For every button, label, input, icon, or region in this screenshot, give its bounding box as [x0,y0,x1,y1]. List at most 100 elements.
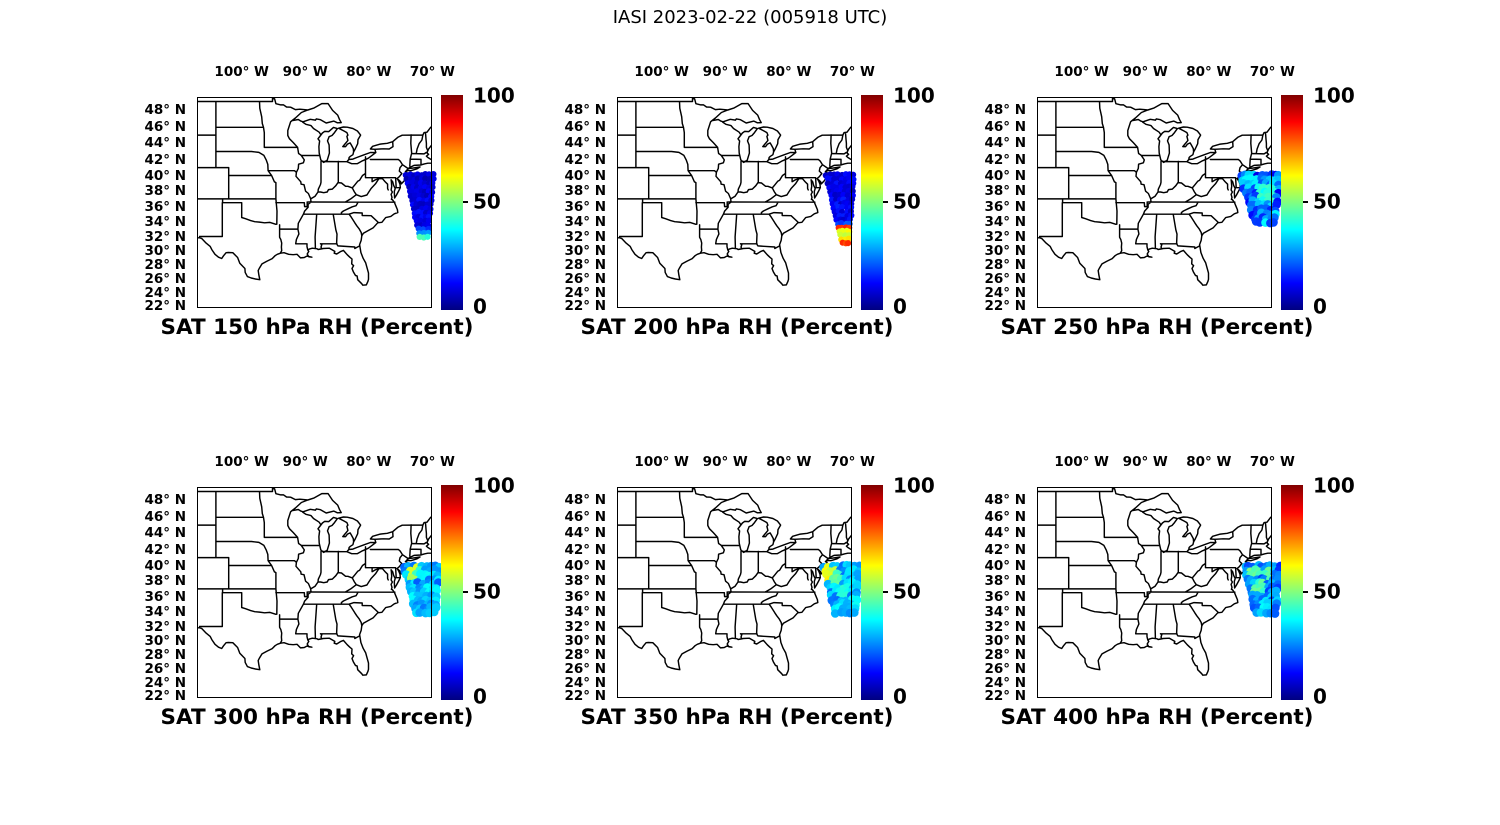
lat-tick-label: 48° N [144,102,186,118]
lat-tick-label: 28° N [984,257,1026,274]
lon-tick-label: 80° W [346,454,392,470]
colorbar-label-50: 50 [893,189,921,214]
lat-tick-label: 22° N [984,688,1026,705]
map-panel-150hpa: 100° W 90° W 80° W 70° W 48° N 46° N 44° N 42°… [144,64,514,340]
lat-tick-label: 30° N [984,243,1026,260]
lat-tick-label: 24° N [144,675,186,692]
lat-tick-label: 26° N [144,661,186,678]
colorbar-tick-50 [1303,591,1308,593]
colorbar-label-0: 0 [473,294,487,319]
lon-tick-label: 70° W [409,64,455,80]
lat-tick-label: 42° N [984,151,1026,168]
lat-tick-label: 30° N [984,633,1026,650]
us-map [617,487,864,698]
lat-tick-label: 24° N [564,285,606,302]
lat-tick-label: 26° N [984,271,1026,288]
panel-title: SAT 400 hPa RH (Percent) [1000,705,1314,730]
lon-tick-label: 80° W [1186,454,1232,470]
lat-tick-label: 34° N [984,603,1026,620]
lat-tick-label: 36° N [984,588,1026,605]
panel-title: SAT 150 hPa RH (Percent) [160,315,474,340]
swath-dots [819,560,864,618]
lon-tick-label: 90° W [702,454,748,470]
lat-tick-label: 32° N [564,618,606,635]
lat-tick-label: 24° N [564,675,606,692]
lat-tick-label: 22° N [564,298,606,315]
lat-tick-label: 28° N [984,647,1026,664]
colorbar [441,95,463,310]
colorbar-label-100: 100 [893,473,935,498]
colorbar-label-100: 100 [893,83,935,108]
lat-tick-label: 22° N [144,688,186,705]
colorbar [441,485,463,700]
lon-tick-label: 100° W [214,64,269,80]
lat-tick-label: 48° N [984,492,1026,508]
lat-tick-label: 42° N [564,541,606,558]
colorbar [1281,485,1303,700]
panel-title: SAT 300 hPa RH (Percent) [160,705,474,730]
lon-tick-label: 80° W [766,454,812,470]
lat-tick-label: 26° N [564,661,606,678]
lat-tick-label: 38° N [144,183,186,200]
map-panel-400hpa: 100° W 90° W 80° W 70° W 48° N 46° N 44° N 42°… [984,454,1354,730]
lat-tick-label: 36° N [564,588,606,605]
colorbar-tick-50 [1303,201,1308,203]
colorbar-tick-50 [463,201,468,203]
lon-tick-label: 70° W [829,64,875,80]
colorbar-label-0: 0 [893,684,907,709]
lon-tick-label: 80° W [346,64,392,80]
colorbar-tick-50 [883,201,888,203]
lat-tick-label: 48° N [564,102,606,118]
lat-tick-label: 42° N [144,151,186,168]
lat-tick-label: 28° N [564,257,606,274]
lat-tick-label: 44° N [144,135,186,152]
lat-tick-label: 24° N [984,675,1026,692]
lat-tick-label: 48° N [144,492,186,508]
colorbar-label-50: 50 [473,579,501,604]
lat-tick-label: 38° N [984,573,1026,590]
colorbar-label-50: 50 [1313,579,1341,604]
swath-dots [402,171,437,241]
lat-tick-label: 30° N [564,633,606,650]
swath-dots [400,561,444,618]
map-panel-250hpa: 100° W 90° W 80° W 70° W 48° N 46° N 44° N 42°… [984,64,1354,340]
figure-title: IASI 2023-02-22 (005918 UTC) [612,7,888,28]
lat-tick-label: 46° N [984,118,1026,135]
colorbar-label-50: 50 [473,189,501,214]
lon-tick-label: 70° W [409,454,455,470]
lat-tick-label: 22° N [564,688,606,705]
lat-tick-label: 44° N [564,135,606,152]
lat-tick-label: 46° N [144,508,186,525]
lon-tick-label: 80° W [766,64,812,80]
colorbar-label-0: 0 [1313,684,1327,709]
lon-tick-label: 100° W [634,454,689,470]
colorbar-label-50: 50 [893,579,921,604]
lon-tick-label: 80° W [1186,64,1232,80]
lat-tick-label: 42° N [984,541,1026,558]
lat-tick-label: 38° N [564,183,606,200]
lon-tick-label: 100° W [214,454,269,470]
lat-tick-label: 26° N [564,271,606,288]
colorbar-label-0: 0 [1313,294,1327,319]
lat-tick-label: 40° N [564,167,606,184]
lat-tick-label: 34° N [144,603,186,620]
lat-tick-label: 34° N [144,213,186,230]
lat-tick-label: 42° N [144,541,186,558]
lon-tick-label: 100° W [1054,454,1109,470]
lat-tick-label: 44° N [144,525,186,542]
lat-tick-label: 28° N [144,647,186,664]
colorbar-label-100: 100 [1313,473,1355,498]
lat-tick-label: 44° N [984,525,1026,542]
lon-tick-label: 70° W [1249,64,1295,80]
map-panel-350hpa: 100° W 90° W 80° W 70° W 48° N 46° N 44° N 42°… [564,454,934,730]
lon-tick-label: 70° W [1249,454,1295,470]
lon-tick-label: 90° W [282,454,328,470]
colorbar-label-0: 0 [473,684,487,709]
lon-tick-label: 90° W [1122,64,1168,80]
lat-tick-label: 48° N [984,102,1026,118]
panel-title: SAT 350 hPa RH (Percent) [580,705,894,730]
colorbar-label-100: 100 [473,83,515,108]
lat-tick-label: 24° N [984,285,1026,302]
lon-tick-label: 90° W [1122,454,1168,470]
